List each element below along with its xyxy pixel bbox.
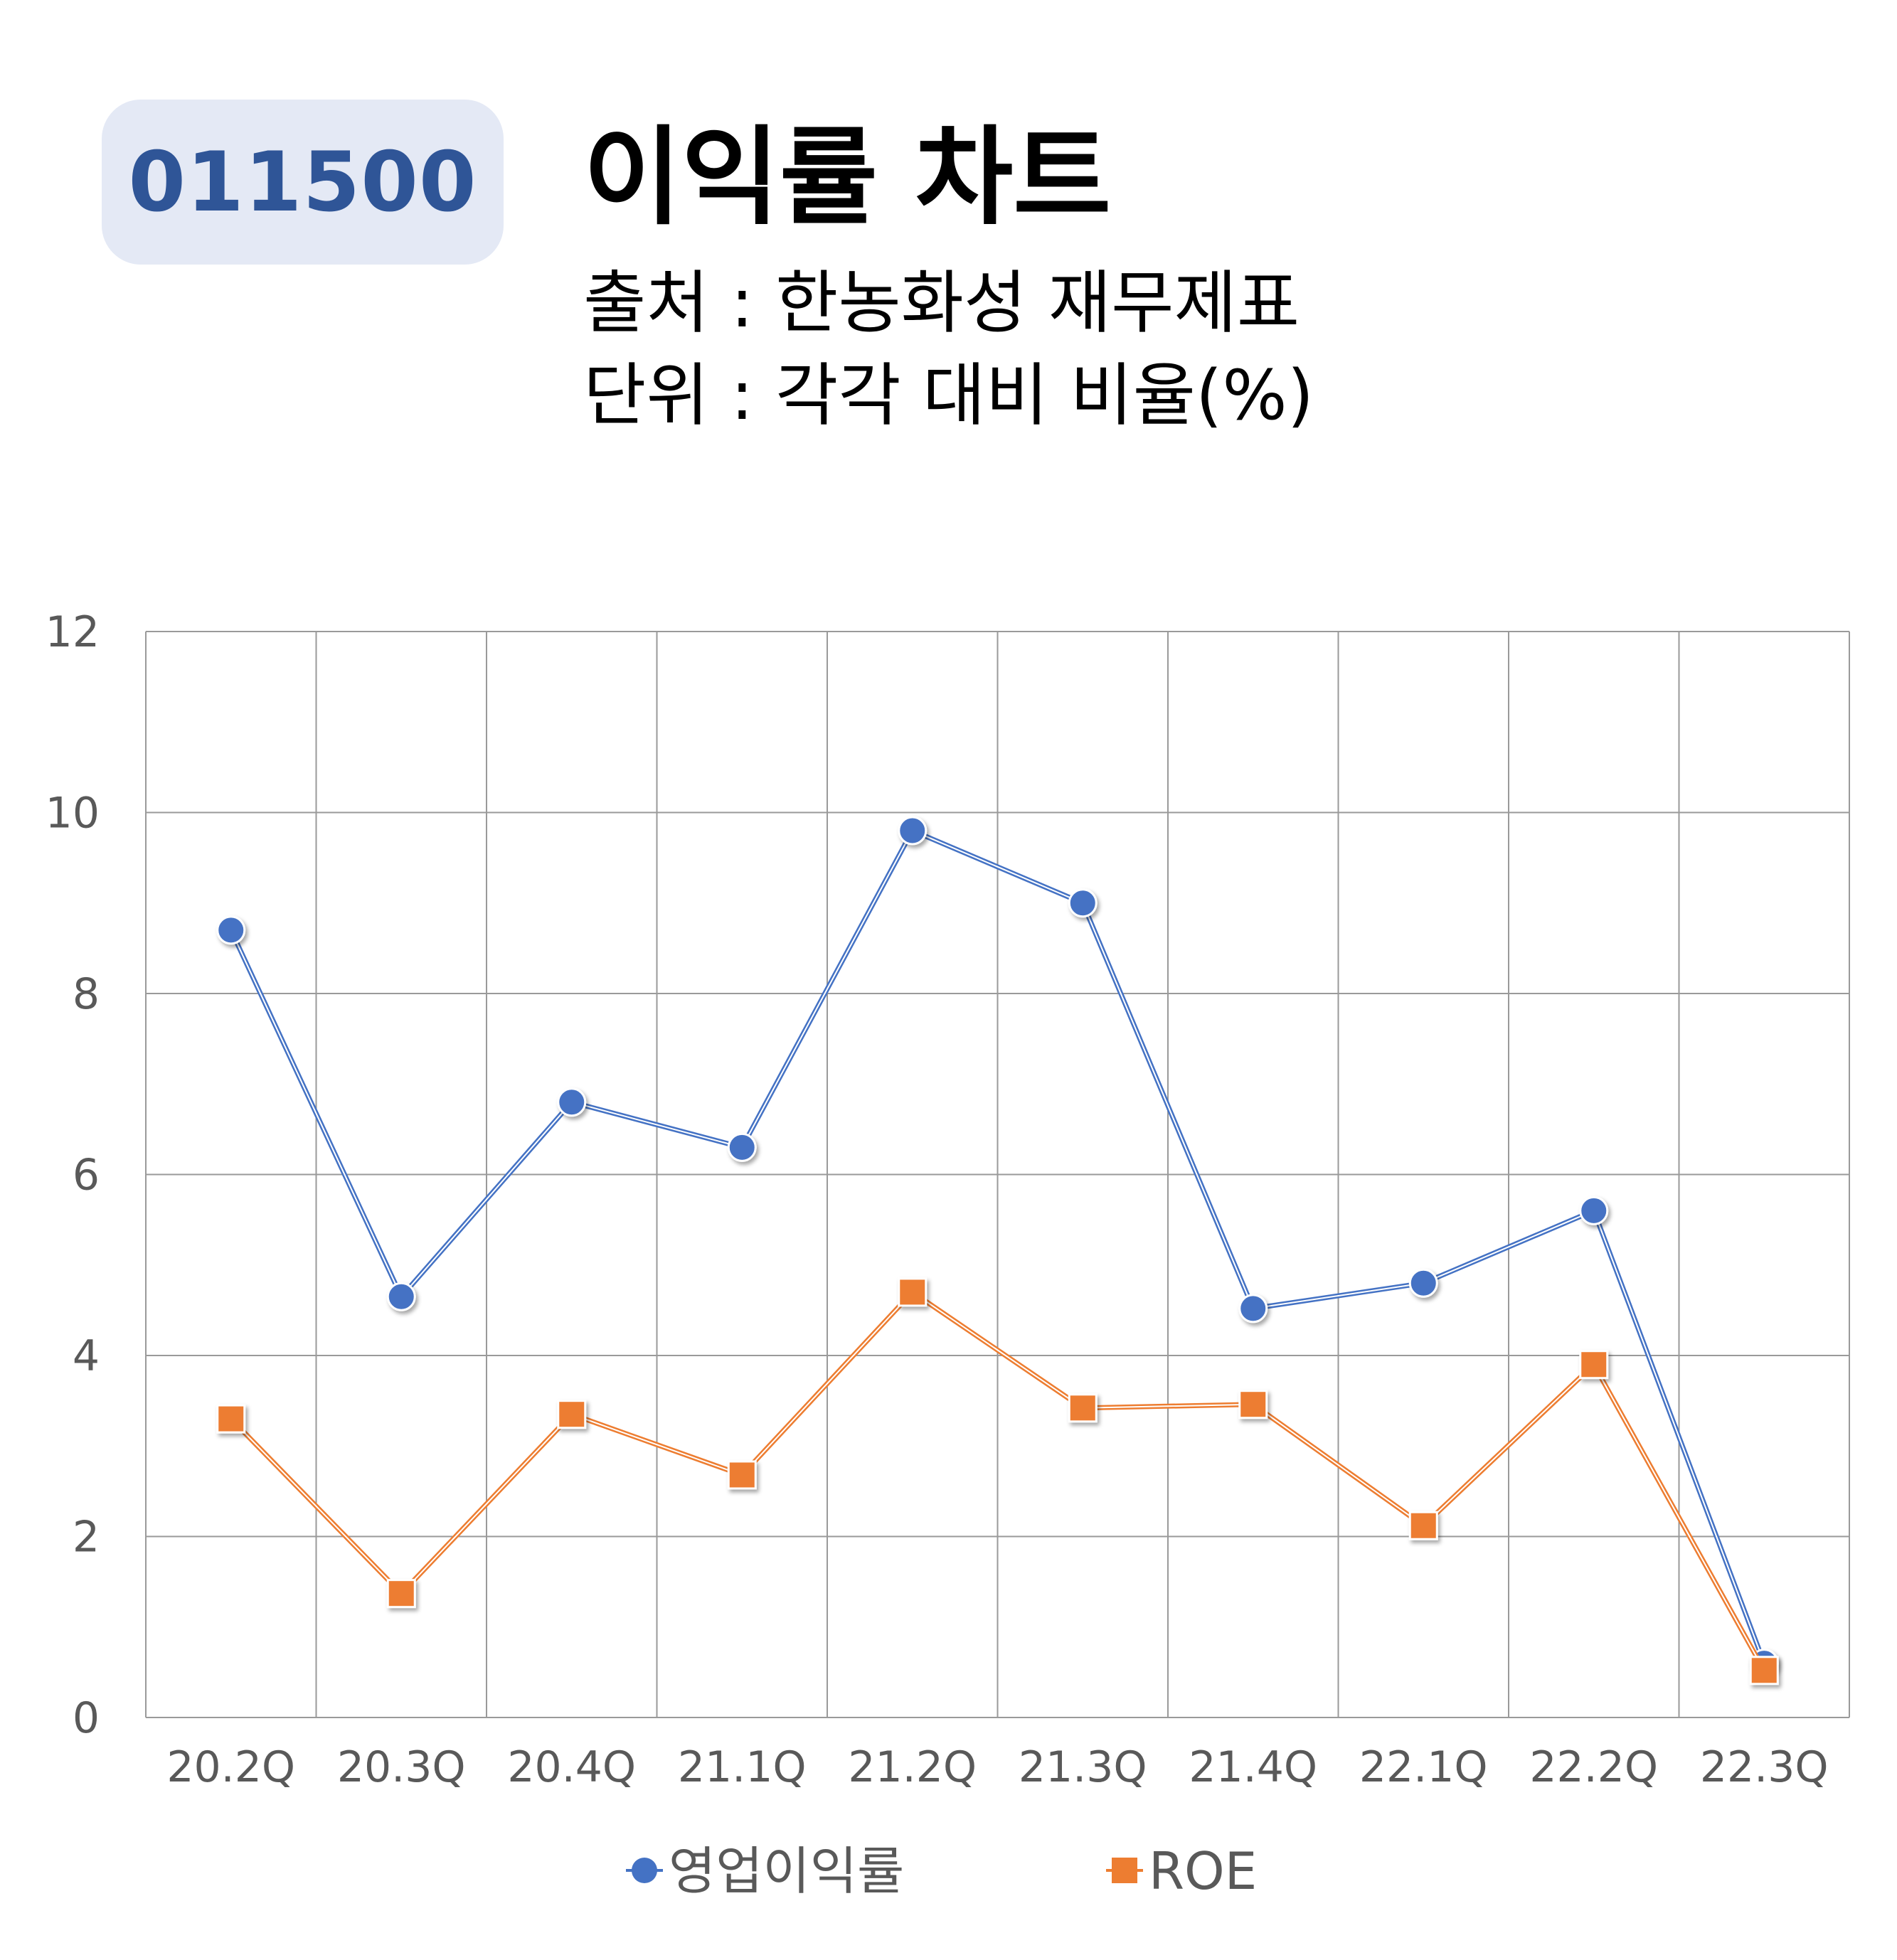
data-point (386, 1282, 416, 1311)
y-tick-label: 10 (46, 789, 100, 838)
data-point (898, 1277, 928, 1307)
y-tick-label: 0 (73, 1693, 100, 1743)
legend-item: ROE (1106, 1841, 1257, 1901)
data-point (898, 816, 928, 846)
data-point (1579, 1350, 1609, 1380)
data-point (1579, 1195, 1609, 1225)
series-1 (216, 816, 1779, 1678)
legend-item: 영업이익률 (626, 1841, 904, 1901)
data-point (386, 1579, 416, 1609)
y-tick-label: 4 (73, 1331, 100, 1381)
line-chart: 0 2 4 6 8 10 12 20.2Q 20.3Q 20.4Q 21.1Q 21.2Q 21.3Q… (46, 607, 1850, 1901)
data-point (216, 915, 246, 945)
x-tick-label: 21.4Q (1189, 1742, 1317, 1792)
y-tick-label: 6 (73, 1151, 100, 1200)
source-line: 출처 : 한농화성 재무제표 (583, 263, 1300, 343)
grid (145, 631, 1850, 1718)
data-point (216, 1404, 246, 1434)
x-tick-label: 22.2Q (1529, 1742, 1658, 1792)
series-line-core (230, 829, 1765, 1664)
x-tick-label: 22.1Q (1359, 1742, 1488, 1792)
data-point (727, 1460, 757, 1490)
x-tick-label: 21.1Q (678, 1742, 807, 1792)
data-point (557, 1087, 587, 1117)
legend-marker (1112, 1858, 1137, 1883)
y-tick-label: 2 (73, 1513, 100, 1562)
legend-marker (632, 1858, 657, 1883)
data-point (557, 1400, 587, 1429)
x-tick-label: 21.3Q (1019, 1742, 1147, 1792)
chart-title: 이익률 차트 (583, 116, 1112, 240)
x-tick-label: 20.3Q (337, 1742, 466, 1792)
data-point (1238, 1294, 1268, 1323)
data-point (1408, 1268, 1438, 1298)
ticker-code: 011500 (128, 134, 477, 230)
data-point (1749, 1656, 1779, 1685)
legend: 영업이익률 ROE (626, 1841, 1257, 1901)
legend-label: 영업이익률 (669, 1841, 904, 1901)
series-line-core (230, 1291, 1765, 1671)
x-tick-label: 21.2Q (848, 1742, 977, 1792)
series-layer (216, 816, 1779, 1685)
data-point (727, 1132, 757, 1162)
unit-line: 단위 : 각각 대비 비율(%) (583, 356, 1314, 435)
y-tick-label: 8 (73, 969, 100, 1019)
ticker-badge: 011500 (102, 100, 504, 265)
series-2 (216, 1277, 1779, 1685)
y-axis: 0 2 4 6 8 10 12 (46, 607, 100, 1743)
x-tick-label: 22.3Q (1700, 1742, 1829, 1792)
data-point (1068, 1393, 1098, 1423)
data-point (1408, 1511, 1438, 1540)
data-point (1068, 888, 1098, 918)
x-tick-label: 20.4Q (507, 1742, 636, 1792)
data-point (1238, 1390, 1268, 1420)
y-tick-label: 12 (46, 607, 100, 657)
legend-label: ROE (1149, 1841, 1257, 1901)
x-axis: 20.2Q 20.3Q 20.4Q 21.1Q 21.2Q 21.3Q 21.4Q 22.1Q… (166, 1742, 1828, 1792)
x-tick-label: 20.2Q (166, 1742, 295, 1792)
